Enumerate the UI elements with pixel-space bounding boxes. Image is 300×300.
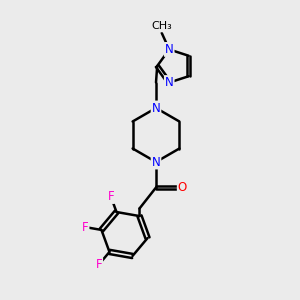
Text: F: F (107, 190, 114, 203)
Text: F: F (82, 220, 88, 234)
Text: N: N (152, 155, 160, 169)
Text: N: N (152, 101, 160, 115)
Text: N: N (165, 76, 174, 89)
Text: CH₃: CH₃ (151, 21, 172, 32)
Text: F: F (95, 258, 102, 271)
Text: N: N (165, 43, 174, 56)
Text: O: O (178, 181, 187, 194)
